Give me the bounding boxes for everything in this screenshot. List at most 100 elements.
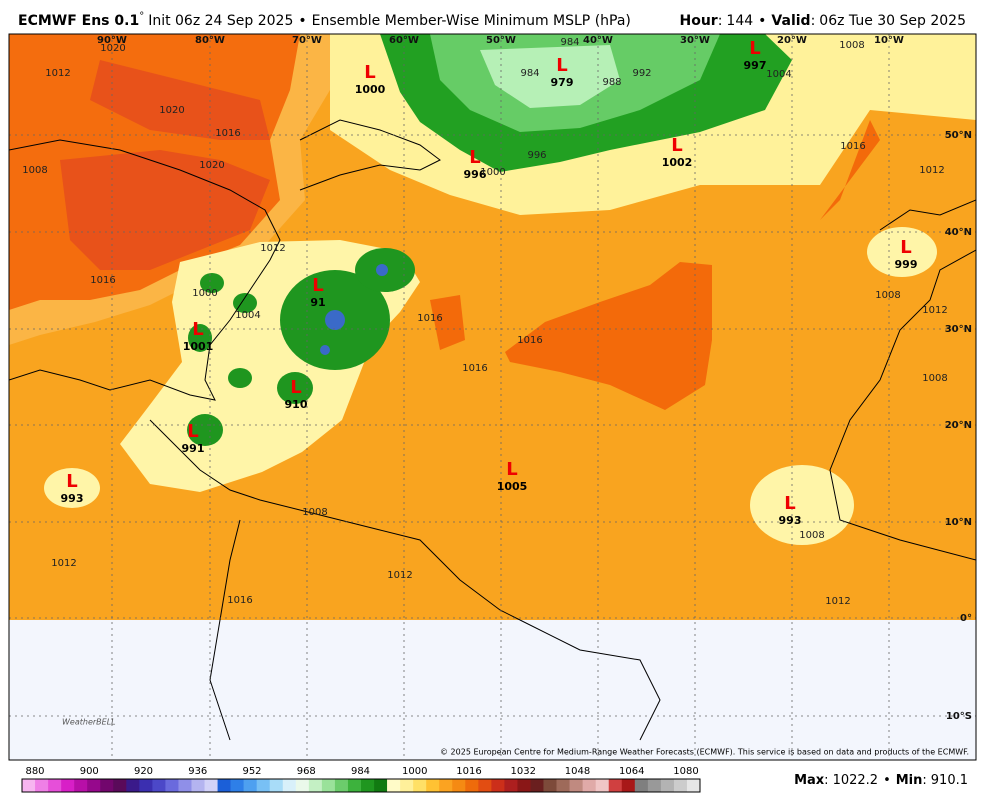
contour-label: 1008 bbox=[799, 530, 824, 541]
colorbar-swatch bbox=[87, 779, 101, 792]
colorbar-swatch bbox=[308, 779, 323, 792]
sep: : bbox=[922, 773, 926, 788]
map: WeatherBELL © 2025 European Centre for M… bbox=[8, 33, 977, 761]
contour-label: 1008 bbox=[922, 373, 947, 384]
hour-label: Hour bbox=[679, 13, 717, 29]
map-frame bbox=[8, 33, 977, 761]
contour-label: 1008 bbox=[839, 40, 864, 51]
contour-label: 1016 bbox=[227, 595, 252, 606]
contour-label: 1012 bbox=[45, 68, 70, 79]
colorbar-label: 920 bbox=[134, 766, 153, 777]
colorbar-swatch bbox=[282, 779, 297, 792]
lon-label: 20°W bbox=[777, 35, 807, 46]
colorbar-swatch bbox=[517, 779, 531, 792]
low-symbol: L bbox=[900, 237, 911, 258]
lon-label: 50°W bbox=[486, 35, 516, 46]
colorbar-swatch bbox=[152, 779, 166, 792]
colorbar-swatch bbox=[74, 779, 88, 792]
colorbar-swatch bbox=[556, 779, 570, 792]
contour-label: 984 bbox=[560, 37, 579, 48]
low-pressure: 999 bbox=[895, 258, 918, 271]
sep: : bbox=[824, 773, 828, 788]
colorbar-label: 968 bbox=[297, 766, 316, 777]
colorbar-swatch bbox=[478, 779, 492, 792]
colorbar-label: 1048 bbox=[565, 766, 590, 777]
low-pressure: 1002 bbox=[662, 156, 693, 169]
colorbar-swatch bbox=[686, 779, 701, 792]
colorbar-swatch bbox=[230, 779, 244, 792]
high-core bbox=[60, 150, 270, 270]
header-left: ECMWF Ens 0.1° Init 06z 24 Sep 2025 • Ensem… bbox=[18, 11, 631, 29]
min-label: Min bbox=[896, 773, 923, 788]
contour-label: 1008 bbox=[302, 507, 327, 518]
colorbar-swatch bbox=[504, 779, 518, 792]
low-symbol: L bbox=[192, 319, 203, 340]
sep: : bbox=[718, 13, 723, 29]
colorbar-swatch bbox=[113, 779, 127, 792]
low-symbol: L bbox=[66, 471, 77, 492]
low-core bbox=[480, 45, 620, 108]
colorbar-swatch bbox=[374, 779, 388, 792]
colorbar-label: 900 bbox=[80, 766, 99, 777]
colorbar-swatch bbox=[673, 779, 688, 792]
init: Init 06z 24 Sep 2025 bbox=[148, 13, 293, 29]
high-field bbox=[505, 262, 712, 410]
storm-eyes bbox=[320, 264, 388, 355]
colorbar-swatch bbox=[569, 779, 583, 792]
colorbar-swatch bbox=[452, 779, 466, 792]
low-pressure: 91 bbox=[310, 296, 325, 309]
colorbar-swatch bbox=[491, 779, 505, 792]
low-pressure: 1000 bbox=[355, 83, 386, 96]
contour-label: 1008 bbox=[22, 165, 47, 176]
colorbar-swatch bbox=[439, 779, 453, 792]
lon-label: 90°W bbox=[97, 35, 127, 46]
lon-label: 30°W bbox=[680, 35, 710, 46]
low-pressure: 993 bbox=[779, 514, 802, 527]
colorbar-swatch bbox=[139, 779, 153, 792]
contour-label: 1016 bbox=[462, 363, 487, 374]
colorbar-swatch bbox=[48, 779, 62, 792]
high-field bbox=[820, 120, 880, 220]
contour-label: 1016 bbox=[215, 128, 240, 139]
contour-label: 1000 bbox=[192, 288, 217, 299]
contour-label: 992 bbox=[632, 68, 651, 79]
header-right: Hour: 144 • Valid: 06z Tue 30 Sep 2025 bbox=[679, 13, 966, 29]
low-pressure: 996 bbox=[464, 168, 487, 181]
colorbar-swatch bbox=[178, 779, 192, 792]
contour-label: 1012 bbox=[387, 570, 412, 581]
low-pressure: 997 bbox=[744, 59, 767, 72]
bullet: • bbox=[758, 13, 766, 29]
colorbar-swatch bbox=[426, 779, 440, 792]
max-label: Max bbox=[794, 773, 825, 788]
colorbar-swatch bbox=[61, 779, 75, 792]
colorbar-swatch bbox=[243, 779, 257, 792]
contour-label: 1012 bbox=[825, 596, 850, 607]
high-core bbox=[90, 60, 270, 140]
lat-label: 20°N bbox=[945, 420, 972, 431]
hour: 144 bbox=[726, 13, 753, 29]
colorbar-label: 936 bbox=[188, 766, 207, 777]
colorbar-swatch bbox=[269, 779, 284, 792]
product: Ensemble Member-Wise Minimum MSLP (hPa) bbox=[312, 13, 631, 29]
contour-label: 1020 bbox=[199, 160, 224, 171]
colorbar-swatch bbox=[582, 779, 596, 792]
low-symbol: L bbox=[290, 377, 301, 398]
contour-label: 1000 bbox=[480, 167, 505, 178]
low-symbol: L bbox=[469, 147, 480, 168]
lon-label: 10°W bbox=[874, 35, 904, 46]
colorbar-label: 1080 bbox=[673, 766, 698, 777]
colorbar-swatch bbox=[295, 779, 310, 792]
colorbar-swatch bbox=[621, 779, 636, 792]
colorbar-swatch bbox=[217, 779, 231, 792]
colorbar-swatch bbox=[191, 779, 205, 792]
contour-label: 1016 bbox=[417, 313, 442, 324]
low-symbol: L bbox=[364, 62, 375, 83]
colorbar-swatch bbox=[321, 779, 336, 792]
low-symbol: L bbox=[187, 421, 198, 442]
lat-label: 50°N bbox=[945, 130, 972, 141]
lat-label: 10°N bbox=[945, 517, 972, 528]
outside-domain bbox=[9, 620, 976, 760]
low-pressure: 993 bbox=[61, 492, 84, 505]
lat-label: 10°S bbox=[946, 711, 972, 722]
